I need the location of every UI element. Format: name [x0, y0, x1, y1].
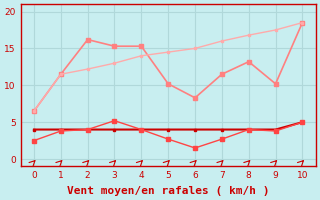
X-axis label: Vent moyen/en rafales ( km/h ): Vent moyen/en rafales ( km/h ): [67, 186, 269, 196]
